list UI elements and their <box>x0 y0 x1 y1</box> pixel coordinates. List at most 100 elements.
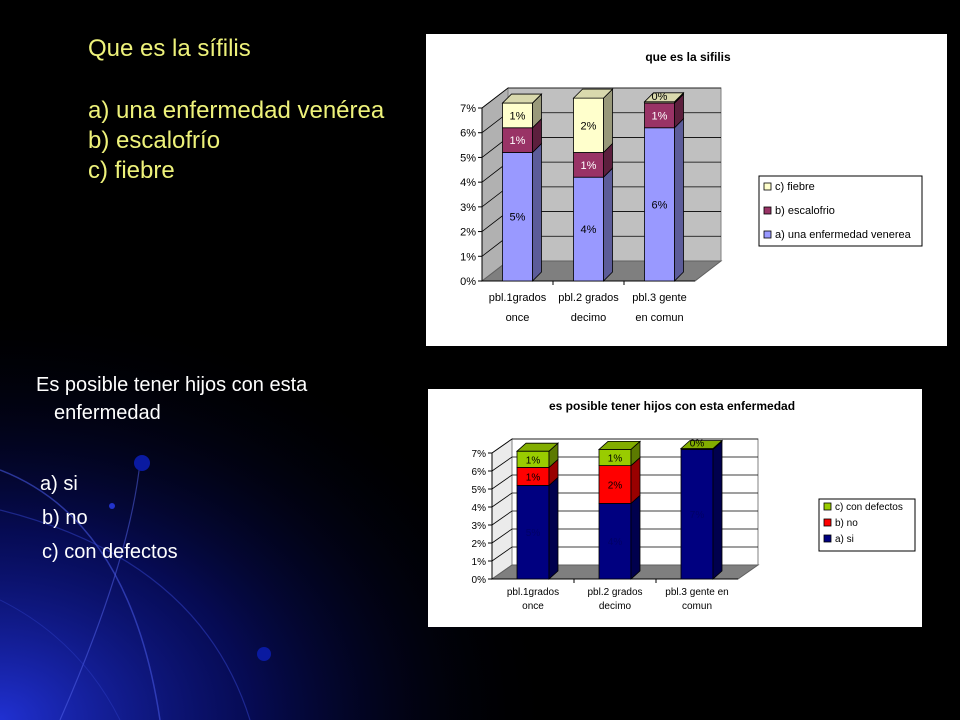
question2-title-line2: enfermedad <box>54 402 161 424</box>
chart2-bar-side <box>548 476 559 580</box>
chart1-data-label: 2% <box>581 120 597 132</box>
chart2-side-wall <box>491 438 513 580</box>
chart1-ytick-label: 3% <box>460 202 476 214</box>
chart2-gridline <box>491 546 758 562</box>
chart2-category-label: pbl.2 grados <box>587 587 642 598</box>
question2-block: Es posible tener hijos con esta enfermed… <box>36 371 307 569</box>
chart2-legend-swatch <box>823 502 832 511</box>
chart2-legend-swatch <box>823 518 832 527</box>
chart1-bar-top <box>572 88 614 99</box>
chart2-bar-front <box>598 465 632 504</box>
chart1-bar-side <box>532 142 542 282</box>
chart2-gridline <box>491 456 758 472</box>
chart2-bar-1-2: 4% <box>598 494 641 580</box>
chart1-bar-side <box>674 117 684 282</box>
chart1-data-label: 0% <box>652 91 668 103</box>
chart2-category-label: decimo <box>599 601 632 612</box>
question2-option-c: c) con defectos <box>42 541 178 563</box>
chart1-bar-top <box>643 92 685 103</box>
chart2-data-label: 4% <box>608 537 623 548</box>
chart1-bar-2-3: 1% <box>644 93 684 129</box>
chart1-ytick-label: 4% <box>460 177 476 189</box>
question2-option-b: b) no <box>42 507 88 529</box>
chart2-ytick-label: 2% <box>472 539 487 550</box>
chart2-legend-label: b) no <box>835 518 858 529</box>
chart1-category-label: pbl.2 grados <box>558 292 619 304</box>
chart2-bar-top <box>679 440 724 449</box>
chart1-bar-2-1: 1% <box>502 117 542 154</box>
chart1-bar-1-1: 5% <box>502 142 542 282</box>
chart1-ytick-label: 1% <box>460 251 476 263</box>
chart1-legend-swatch <box>763 230 772 239</box>
chart1-bar-side <box>603 88 613 154</box>
chart1-bar-front <box>573 97 604 153</box>
chart1-data-label: 1% <box>581 160 597 172</box>
chart1-data-label: 1% <box>510 135 526 147</box>
chart1-ytick-label: 0% <box>460 276 476 288</box>
chart1-ytick-label: 6% <box>460 128 476 140</box>
chart2-category-label: pbl.3 gente en <box>665 587 728 598</box>
chart1-legend-label: c) fiebre <box>775 181 815 193</box>
chart1-bar-1-2: 4% <box>573 167 613 282</box>
chart2-data-label: 1% <box>608 454 623 465</box>
chart1-category-label: once <box>506 312 530 324</box>
chart2-data-label: 2% <box>608 481 623 492</box>
chart2-legend-label: a) si <box>835 534 854 545</box>
chart2-bar-1-3: 7% <box>680 440 723 580</box>
chart1-ytick-label: 7% <box>460 103 476 115</box>
chart2-bar-3-3: 0% <box>679 439 724 451</box>
chart1-gridline <box>481 87 721 109</box>
chart2-gridline <box>491 492 758 508</box>
chart1-bar-3-2: 2% <box>572 88 614 154</box>
chart2-category-label: once <box>522 601 544 612</box>
chart2-bar-3-2: 1% <box>597 440 642 467</box>
chart2-legend-box <box>818 498 916 552</box>
chart2-ytick-label: 5% <box>472 485 487 496</box>
chart2-bar-side <box>712 440 723 580</box>
chart2-data-label: 5% <box>526 528 541 539</box>
chart1-bar-2-2: 1% <box>573 142 613 179</box>
chart1-data-label: 1% <box>510 110 526 122</box>
chart2-bar-front <box>680 449 714 580</box>
question2-option-a: a) si <box>40 473 78 495</box>
chart1-bar-front <box>644 127 675 282</box>
chart2-category-label: comun <box>682 601 712 612</box>
chart2-gridline <box>491 438 758 454</box>
chart2-ytick-label: 3% <box>472 521 487 532</box>
chart1-data-label: 1% <box>652 110 668 122</box>
chart2-bar-top <box>515 442 560 452</box>
chart-hijos: es posible tener hijos con esta enfermed… <box>428 389 922 627</box>
chart2-data-label: 0% <box>690 439 705 450</box>
chart2-legend-label: c) con defectos <box>835 502 903 513</box>
question1-option-c: c) fiebre <box>88 157 175 184</box>
chart2-category-label: pbl.1grados <box>507 587 559 598</box>
chart2-legend-swatch <box>823 534 832 543</box>
chart2-title: es posible tener hijos con esta enfermed… <box>549 399 795 413</box>
chart1-title: que es la sifilis <box>645 50 731 64</box>
chart2-gridline <box>491 474 758 490</box>
chart1-legend: c) fiebre b) escalofrio a) una enfermedad … <box>758 175 923 247</box>
chart2-data-label: 7% <box>690 510 705 521</box>
question2-title-line1: Es posible tener hijos con esta <box>36 374 308 396</box>
chart2-ytick-label: 4% <box>472 503 487 514</box>
chart1-bar-3-1: 1% <box>501 93 543 129</box>
chart1-legend-swatch <box>763 182 772 191</box>
chart2-bar-side <box>630 494 641 580</box>
chart2-legend: c) con defectos b) no a) si <box>818 498 916 552</box>
chart2-gridline <box>491 510 758 526</box>
chart1-legend-swatch <box>763 206 772 215</box>
chart1-bar-1-3: 6% <box>644 117 684 282</box>
chart2-ytick-label: 1% <box>472 557 487 568</box>
chart1-bar-front <box>573 152 604 178</box>
chart2-bar-1-1: 5% <box>516 476 559 580</box>
chart2-ytick-label: 7% <box>472 449 487 460</box>
question1-block: Que es la sífilis a) una enfermedad vené… <box>88 34 428 186</box>
chart2-data-label: 1% <box>526 455 541 466</box>
chart1-bar-3-3: 0% <box>643 91 685 105</box>
chart2-bar-2-2: 2% <box>598 456 641 505</box>
chart1-data-label: 4% <box>581 224 597 236</box>
question1-option-b: b) escalofrío <box>88 127 221 154</box>
chart1-bar-side <box>603 167 613 282</box>
chart2-bar-top <box>597 441 642 450</box>
chart1-category-label: en comun <box>635 312 683 324</box>
